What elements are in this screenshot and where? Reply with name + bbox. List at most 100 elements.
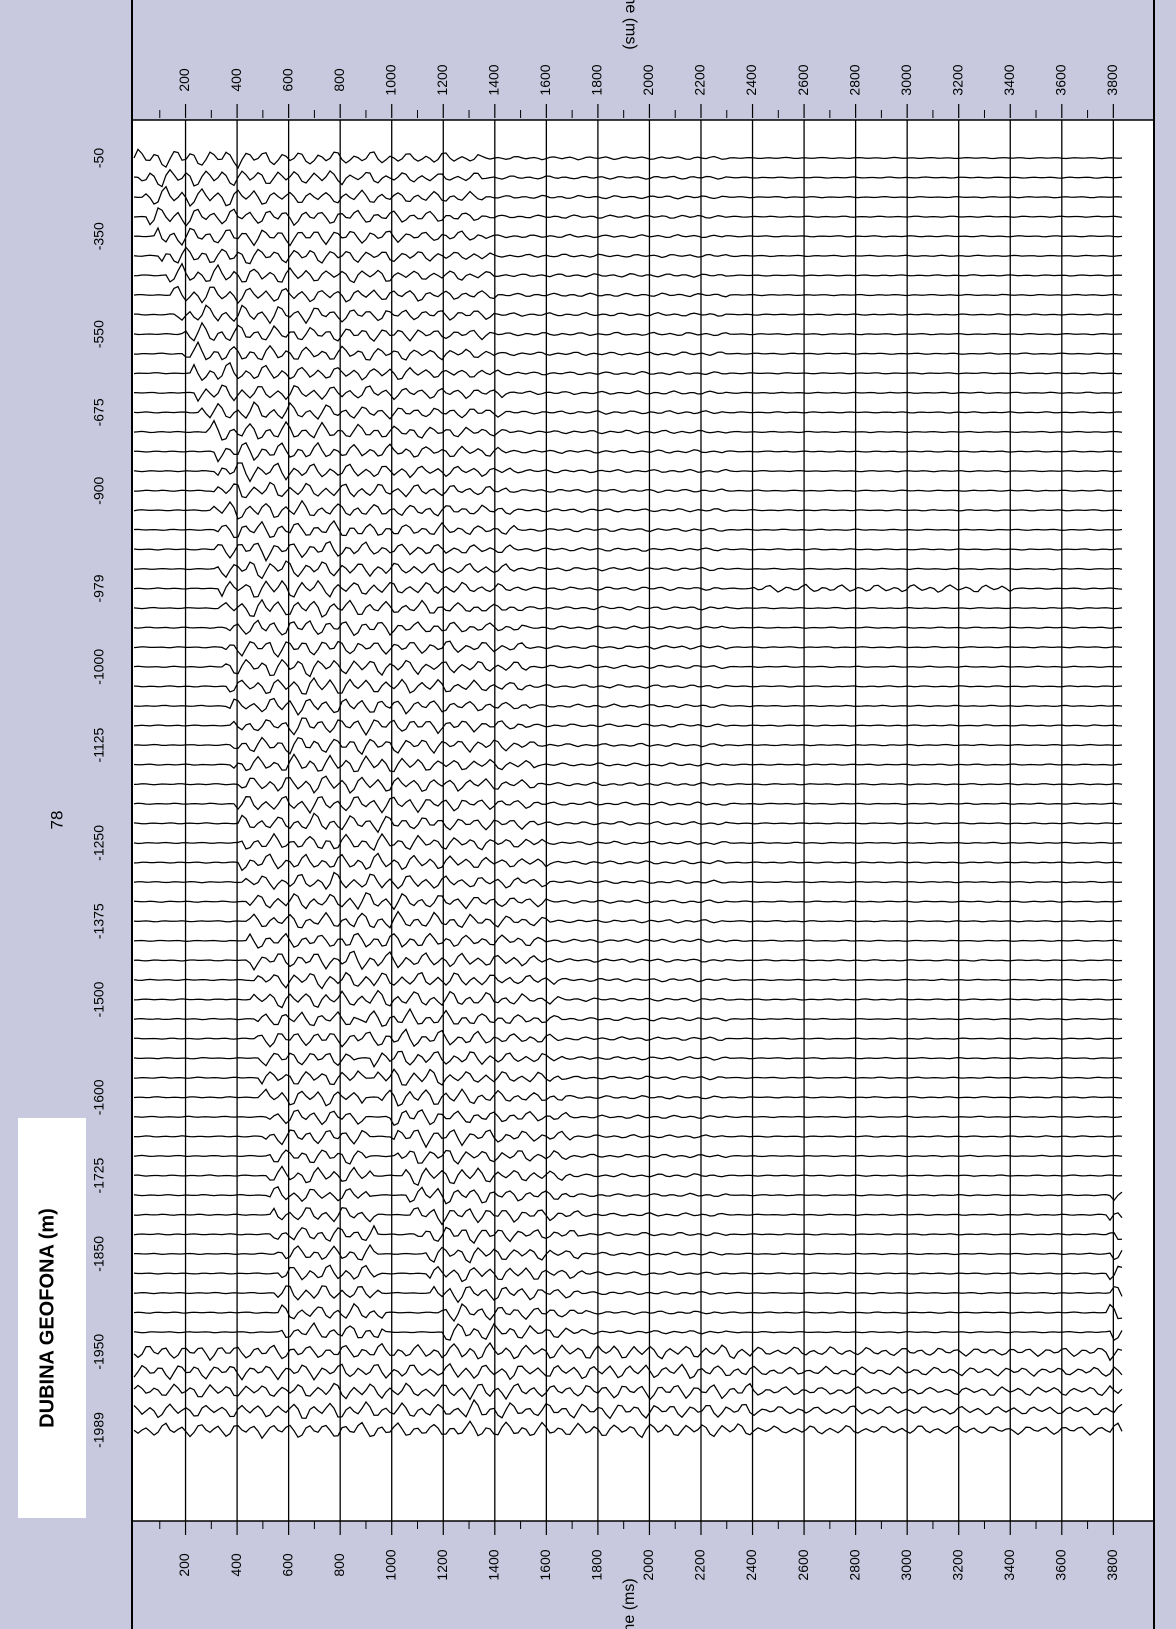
trace-9 — [133, 321, 1122, 342]
top-tick-label: 3400 — [1001, 64, 1017, 95]
top-tick-label: 800 — [331, 68, 347, 92]
top-tick-label: 2200 — [692, 64, 708, 95]
trace-13 — [133, 401, 1123, 420]
top-tick-label: 1200 — [434, 64, 450, 95]
trace-27 — [133, 676, 1123, 695]
trace-44 — [133, 1007, 1123, 1027]
bottom-tick-label: 1800 — [589, 1549, 605, 1580]
trace-34 — [133, 812, 1123, 834]
trace-48 — [133, 1088, 1123, 1107]
bottom-tick-label: 200 — [176, 1553, 192, 1577]
top-tick-label: 3200 — [949, 64, 965, 95]
plot-area — [131, 119, 1155, 1522]
trace-19 — [133, 519, 1123, 539]
trace-35 — [133, 832, 1123, 852]
trace-17 — [134, 481, 1123, 499]
trace-23 — [133, 598, 1123, 618]
seismic-traces — [133, 148, 1123, 1440]
trace-14 — [133, 419, 1123, 441]
depth-label: -1000 — [91, 649, 107, 685]
trace-58 — [133, 1285, 1123, 1304]
trace-38 — [133, 891, 1123, 911]
trace-40 — [133, 932, 1123, 949]
trace-3 — [133, 206, 1123, 227]
depth-label: -1725 — [91, 1157, 107, 1193]
trace-55 — [133, 1224, 1123, 1245]
bottom-tick-label: 3600 — [1053, 1549, 1069, 1580]
depth-label: -1125 — [91, 727, 107, 762]
top-tick-label: 2600 — [795, 64, 811, 95]
trace-42 — [133, 971, 1123, 990]
top-tick-label: 1800 — [589, 64, 605, 95]
trace-30 — [133, 736, 1123, 756]
trace-36 — [133, 852, 1123, 872]
depth-label: -1500 — [91, 981, 107, 1017]
trace-46 — [133, 1050, 1122, 1068]
top-time-axis: 200 400 600 800 1000 1200 1400 1600 1800 2000 2200… — [159, 64, 1120, 118]
bottom-tick-label: 2600 — [795, 1549, 811, 1580]
bottom-axis-panel — [132, 1521, 1154, 1629]
bottom-tick-label: 3800 — [1104, 1549, 1120, 1580]
trace-4 — [133, 226, 1123, 247]
trace-15 — [133, 441, 1123, 463]
bottom-tick-label: 3200 — [949, 1549, 965, 1580]
depth-label: -50 — [91, 148, 107, 168]
depth-label: -1375 — [91, 903, 107, 939]
trace-22 — [133, 579, 1123, 598]
top-tick-label: 400 — [228, 68, 244, 92]
trace-31 — [133, 753, 1123, 773]
depth-label: -900 — [91, 476, 107, 504]
trace-65 — [133, 1420, 1123, 1440]
top-tick-label: 1000 — [382, 64, 398, 95]
trace-5 — [133, 246, 1123, 265]
trace-32 — [133, 775, 1123, 795]
trace-60 — [133, 1321, 1123, 1342]
bottom-tick-label: 1000 — [382, 1549, 398, 1580]
bottom-tick-label: 1200 — [434, 1549, 450, 1580]
trace-1 — [133, 168, 1123, 188]
bottom-tick-label: 3000 — [898, 1549, 914, 1580]
trace-61 — [133, 1341, 1123, 1362]
top-tick-label: 1600 — [537, 64, 553, 95]
depth-label: -350 — [91, 222, 107, 250]
depth-axis-labels: -50 -350 -550 -675 -900 -979 -1000 -1125 -1250 -1… — [91, 148, 107, 1448]
trace-25 — [133, 640, 1123, 658]
trace-0 — [133, 148, 1123, 170]
trace-12 — [133, 384, 1123, 403]
trace-52 — [133, 1165, 1123, 1187]
left-panel-number: 78 — [47, 811, 66, 830]
trace-64 — [133, 1398, 1123, 1420]
top-tick-label: 1400 — [486, 64, 502, 95]
depth-label: -1989 — [91, 1412, 107, 1448]
trace-43 — [133, 989, 1123, 1009]
trace-59 — [133, 1302, 1123, 1323]
depth-label: -675 — [91, 398, 107, 426]
trace-28 — [133, 697, 1123, 717]
trace-16 — [133, 462, 1123, 483]
top-tick-label: 3600 — [1053, 64, 1069, 95]
trace-54 — [133, 1207, 1123, 1226]
trace-7 — [133, 285, 1123, 305]
trace-21 — [134, 560, 1123, 580]
trace-6 — [133, 262, 1123, 284]
trace-24 — [133, 619, 1123, 637]
top-tick-label: 200 — [176, 68, 192, 92]
depth-label: -1250 — [91, 825, 107, 861]
trace-33 — [133, 795, 1123, 815]
trace-37 — [133, 871, 1123, 891]
trace-47 — [133, 1068, 1123, 1086]
bottom-tick-label: 2800 — [846, 1549, 862, 1580]
trace-63 — [133, 1382, 1123, 1401]
bottom-tick-label: 2200 — [692, 1549, 708, 1580]
top-tick-label: 2400 — [743, 64, 759, 95]
trace-62 — [133, 1362, 1123, 1381]
bottom-time-axis: 200 400 600 800 1000 1200 1400 1600 1800 2000 2200… — [159, 1521, 1120, 1581]
trace-57 — [133, 1264, 1123, 1283]
left-panel-white-block — [18, 1118, 86, 1518]
bottom-tick-label: 600 — [279, 1553, 295, 1577]
top-tick-label: 2800 — [846, 64, 862, 95]
depth-label: -1950 — [91, 1334, 107, 1370]
trace-20 — [133, 540, 1123, 563]
bottom-tick-label: 400 — [228, 1553, 244, 1577]
